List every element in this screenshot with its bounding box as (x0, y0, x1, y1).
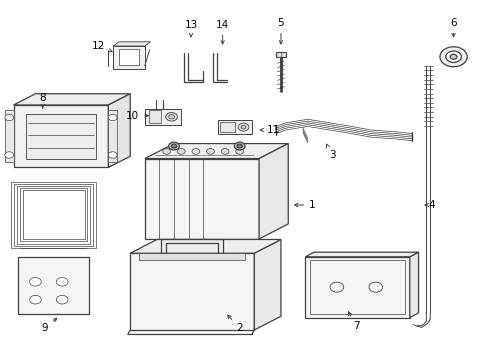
Polygon shape (14, 94, 130, 105)
Bar (19, 257, 89, 314)
Circle shape (56, 296, 68, 304)
Circle shape (177, 149, 185, 154)
Circle shape (329, 282, 343, 292)
Text: 11: 11 (260, 125, 280, 135)
Circle shape (168, 142, 179, 150)
Text: 8: 8 (40, 93, 46, 108)
Text: 5: 5 (277, 18, 284, 44)
Bar (14, 105, 108, 167)
Circle shape (168, 114, 174, 119)
Text: 14: 14 (216, 19, 229, 44)
Text: 4: 4 (425, 200, 434, 210)
Polygon shape (130, 239, 281, 253)
Circle shape (5, 152, 14, 158)
Circle shape (108, 152, 117, 158)
Bar (11, 182, 96, 248)
Polygon shape (113, 42, 150, 46)
Bar (275, 53, 286, 57)
Bar (14, 184, 93, 246)
Circle shape (237, 144, 242, 148)
Bar (139, 253, 245, 260)
Bar (26, 114, 96, 158)
Polygon shape (409, 252, 418, 318)
Bar (17, 186, 90, 244)
Bar (148, 111, 161, 123)
Circle shape (192, 149, 200, 154)
Bar (144, 158, 259, 239)
Circle shape (445, 51, 460, 63)
Bar (119, 49, 139, 65)
Bar (305, 257, 409, 318)
Circle shape (241, 125, 245, 129)
Bar (217, 120, 251, 134)
Circle shape (56, 278, 68, 286)
Polygon shape (259, 144, 287, 239)
Polygon shape (305, 252, 418, 257)
Text: 12: 12 (92, 41, 112, 52)
Circle shape (238, 123, 248, 131)
Bar (309, 260, 404, 314)
Circle shape (30, 296, 41, 304)
Text: 6: 6 (449, 18, 456, 37)
Polygon shape (144, 144, 287, 158)
Text: 13: 13 (184, 19, 197, 37)
Circle shape (165, 112, 177, 121)
Bar (220, 122, 234, 132)
Bar (144, 109, 181, 125)
Text: 2: 2 (227, 315, 243, 333)
Text: 1: 1 (294, 200, 315, 210)
Circle shape (234, 142, 244, 150)
Polygon shape (108, 94, 130, 167)
Circle shape (439, 47, 466, 67)
Circle shape (163, 149, 170, 154)
Circle shape (206, 149, 214, 154)
Bar (23, 190, 84, 239)
Bar (130, 253, 254, 330)
Circle shape (5, 114, 14, 121)
Text: 10: 10 (126, 111, 148, 121)
Circle shape (368, 282, 382, 292)
Text: 9: 9 (42, 318, 57, 333)
Circle shape (221, 149, 228, 154)
Bar (5, 111, 14, 162)
Bar (113, 46, 144, 69)
Circle shape (108, 114, 117, 121)
Bar (108, 111, 117, 162)
Bar (20, 188, 87, 242)
Text: 3: 3 (326, 144, 335, 160)
Text: 7: 7 (348, 312, 359, 332)
Circle shape (30, 278, 41, 286)
Circle shape (235, 149, 243, 154)
Polygon shape (254, 239, 281, 330)
Circle shape (171, 144, 176, 148)
Circle shape (449, 54, 456, 59)
